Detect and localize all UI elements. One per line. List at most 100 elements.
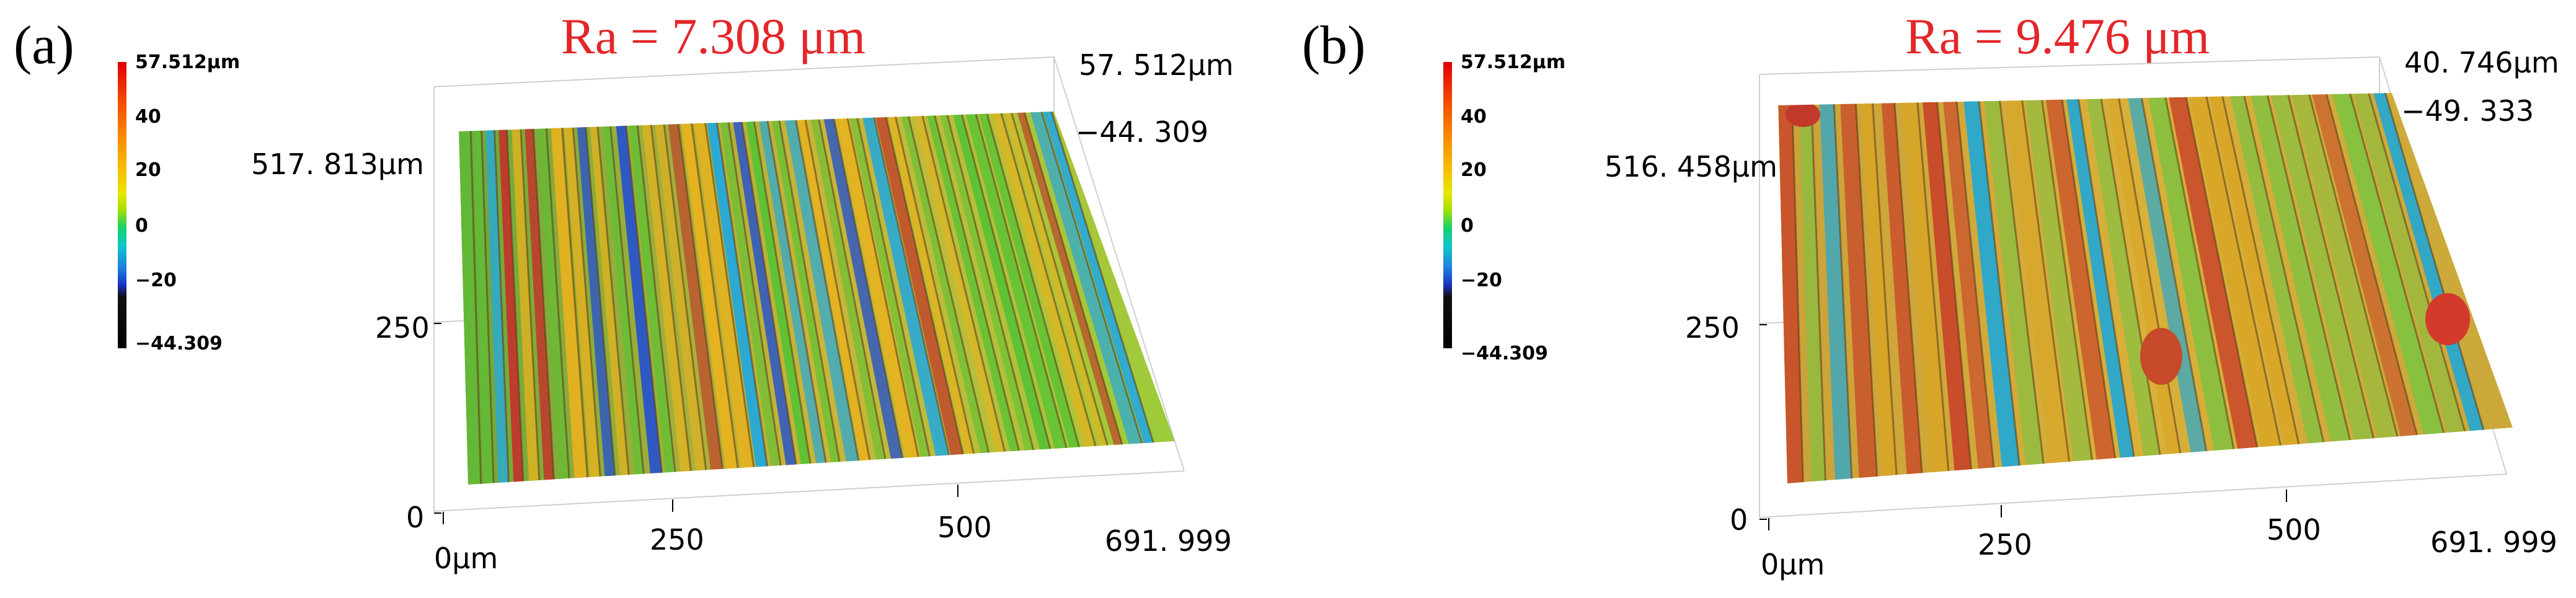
ridge-edge [2219,93,2311,483]
surface-ridge [2085,93,2167,483]
surface-ridge [937,112,1045,485]
surface-ridge [1901,93,1951,483]
panel-label: (a) [14,15,74,76]
surface-ridge [2065,93,2140,483]
panel-label: (b) [1302,15,1366,76]
surface-ridge [911,112,1016,485]
ridge-edge [2115,93,2189,483]
ridge-edge [792,112,866,485]
ridge-edge [892,112,985,485]
ridge-edge [1048,112,1171,485]
ridge-edge [544,112,572,485]
ridge-edge [2019,93,2075,483]
surface-ridge [1041,112,1170,485]
surface-ridge [1028,112,1158,485]
ridge-edge [2366,93,2484,483]
ridge-edge [973,112,1081,485]
surface-ridge [523,112,555,485]
surface-ridge [1962,93,2023,483]
colorbar-tick: −20 [1461,270,1502,291]
surface-ridge [795,112,877,485]
surface-ridge [601,112,646,485]
ridge-edge [1021,112,1138,485]
colorbar-tick: 20 [1461,159,1487,181]
surface-ridge [2290,93,2413,483]
surface-ridge [872,112,973,485]
ridge-edge [2162,93,2244,483]
surface-ridge [459,112,482,485]
surface-ridge [704,112,772,485]
ridge-edge [2347,93,2463,483]
ridge-edge [750,112,817,485]
surface-ridge [756,112,832,485]
surface-ridge [1921,93,1974,483]
ridge-edge [1954,93,1998,483]
ridge-edge [2264,93,2365,483]
ridge-edge [2306,93,2414,483]
surface-ridges [1778,93,2504,483]
surface-ridge [2310,93,2433,483]
surface-ridge [808,112,893,485]
surface-ridge [2146,93,2243,483]
surface-ridge [2208,93,2311,483]
surface-ridge [1839,93,1879,483]
ridge-edge [1810,93,1827,483]
ridge-edge [559,112,590,485]
ridge-edge [919,112,1017,485]
ridge-edge [776,112,847,485]
surface-ridge [743,112,816,485]
surface-ridge [821,112,911,485]
ridge-edge [2383,93,2504,483]
ridge-edge [675,112,727,485]
surface-ridge [2003,93,2074,483]
y-axis-mid: 250 [375,311,430,345]
ridge-edge [998,112,1111,485]
surface-ridge [1860,93,1898,483]
surface-ridge [976,112,1093,485]
ridge-edge [958,112,1064,485]
ridge-edge [660,112,710,485]
surface-ridge [1015,112,1138,485]
ridge-edge [882,112,974,485]
surface-ridge [1819,93,1853,483]
surface-ridge [1799,93,1826,483]
ridge-edge [844,112,927,485]
colorbar-max-label: 57.512μm [1461,51,1566,73]
y-axis-zero: 0 [1730,503,1748,537]
surface-ridge [471,112,494,485]
surface-ridge [510,112,541,485]
ridge-edge [2241,93,2337,483]
ridge-edge [905,112,1000,485]
ridge-edge [479,112,495,485]
surface-ridge [562,112,602,485]
surface-ridge [847,112,939,485]
z-axis-top: 57. 512μm [1079,48,1234,82]
surface-ridge [1778,93,1804,483]
surface-3d-plot [433,56,1185,524]
surface-ridge [1002,112,1122,485]
z-axis-top: 40. 746μm [2404,46,2559,79]
ridge-edge [802,112,878,485]
ridge-edge [1976,93,2024,483]
ridge-edge [2323,93,2435,483]
ridge-edge [1790,93,1805,483]
y-axis-max: 517. 813μm [251,147,424,181]
surface-ridge [2269,93,2388,483]
ridge-edge [583,112,618,485]
surface-ridge [2228,93,2336,483]
surface-ridge [963,112,1080,485]
x-axis-mid: 250 [1978,528,2032,561]
surface-ridge [2351,93,2484,483]
height-colorbar [1443,62,1452,348]
ridge-edge [1854,93,1879,483]
surface-ridge [885,112,984,485]
surface-ridge [588,112,631,485]
axis-ticks [434,323,958,524]
surface-ridge [859,112,958,485]
y-axis-zero: 0 [406,501,425,534]
surface-ridge [924,112,1030,485]
surface-ridge [769,112,846,485]
surface-ridge [2024,93,2097,483]
ridge-edge [1997,93,2048,483]
x-axis-max: 691. 999 [2430,525,2557,559]
